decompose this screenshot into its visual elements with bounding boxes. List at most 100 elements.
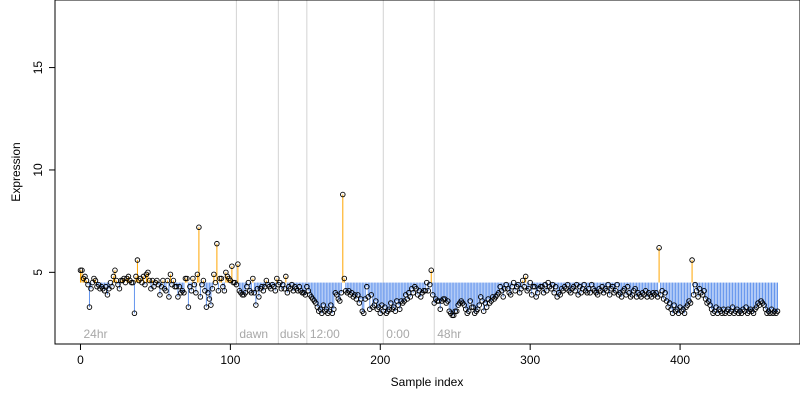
- data-point-235: [429, 292, 436, 298]
- data-point-5: [85, 281, 91, 288]
- data-point-77: [193, 290, 199, 296]
- data-point-115: [250, 275, 256, 282]
- data-point-21: [109, 283, 115, 290]
- data-point-259: [465, 308, 472, 314]
- data-point-114: [248, 290, 255, 296]
- data-point-233: [426, 281, 433, 288]
- data-point-351: [603, 288, 610, 294]
- data-point-59: [166, 294, 172, 300]
- data-point-299: [525, 285, 532, 292]
- data-point-444: [743, 304, 749, 310]
- data-point-85: [205, 290, 211, 296]
- region-label-0: 24hr: [83, 327, 107, 341]
- data-point-232: [425, 288, 431, 294]
- data-point-311: [543, 288, 550, 294]
- y-axis: 5 10 15: [31, 61, 56, 276]
- region-label-3: 12:00: [310, 327, 340, 341]
- data-point-289: [510, 279, 517, 286]
- data-point-96: [221, 288, 228, 294]
- data-point-43: [142, 281, 148, 288]
- data-point-116: [251, 290, 258, 296]
- data-point-191: [364, 283, 370, 290]
- data-point-295: [519, 277, 526, 284]
- data-point-6: [86, 304, 93, 310]
- data-point-292: [515, 281, 521, 288]
- region-label-1: dawn: [239, 327, 268, 341]
- data-point-287: [507, 292, 514, 298]
- data-point-69: [181, 290, 187, 296]
- data-point-189: [361, 310, 367, 317]
- x-tick-label-1: 100: [220, 353, 240, 367]
- data-point-393: [666, 300, 673, 306]
- data-point-38: [134, 257, 141, 263]
- data-point-84: [203, 304, 210, 310]
- data-point-137: [283, 273, 289, 280]
- data-point-239: [435, 298, 442, 304]
- data-point-64: [173, 283, 180, 290]
- data-point-206: [386, 306, 393, 312]
- data-point-396: [671, 302, 677, 308]
- data-point-57: [163, 288, 169, 294]
- data-point-230: [422, 288, 429, 294]
- x-tick-label-0: 0: [77, 353, 84, 367]
- data-point-266: [476, 302, 482, 308]
- x-axis: 0 100 200 300 400: [77, 343, 690, 367]
- data-point-119: [256, 294, 262, 300]
- y-axis-title: Expression: [9, 142, 23, 201]
- data-point-357: [612, 288, 619, 294]
- data-point-222: [410, 290, 417, 296]
- data-point-416: [701, 288, 707, 294]
- data-point-203: [382, 304, 388, 310]
- y-tick-label-0: 5: [31, 269, 45, 276]
- data-point-131: [274, 275, 280, 282]
- x-axis-title: Sample index: [391, 375, 464, 389]
- data-point-104: [233, 281, 240, 288]
- data-point-112: [245, 279, 252, 286]
- data-point-386: [656, 245, 662, 251]
- data-point-136: [281, 285, 288, 292]
- data-point-167: [328, 302, 334, 308]
- data-point-105: [235, 261, 241, 267]
- data-point-210: [392, 308, 399, 314]
- y-tick-label-1: 10: [31, 163, 45, 177]
- data-point-23: [112, 267, 118, 274]
- data-point-296: [521, 283, 527, 290]
- data-point-260: [467, 298, 473, 304]
- data-point-130: [272, 288, 279, 294]
- data-point-194: [368, 292, 375, 298]
- data-point-18: [104, 292, 111, 298]
- data-point-174: [338, 290, 345, 296]
- region-label-5: 48hr: [437, 327, 461, 341]
- data-points: [77, 191, 781, 319]
- data-point-82: [200, 277, 207, 284]
- data-point-207: [388, 300, 394, 306]
- data-point-35: [130, 279, 136, 286]
- data-point-300: [527, 279, 533, 286]
- data-point-361: [618, 294, 625, 300]
- data-point-173: [337, 298, 343, 304]
- data-point-330: [572, 288, 578, 294]
- data-point-90: [212, 279, 219, 286]
- data-point-80: [197, 294, 204, 300]
- data-point-45: [145, 269, 151, 276]
- data-point-197: [373, 298, 379, 304]
- region-label-4: 0:00: [386, 327, 410, 341]
- data-point-303: [531, 283, 538, 290]
- data-point-358: [614, 281, 620, 288]
- data-point-78: [194, 271, 201, 278]
- data-point-26: [116, 285, 123, 292]
- data-point-88: [209, 285, 216, 292]
- y-tick-label-2: 15: [31, 61, 45, 75]
- region-label-2: dusk: [280, 327, 306, 341]
- x-tick-label-4: 400: [670, 353, 690, 367]
- data-point-301: [528, 292, 535, 298]
- data-point-262: [470, 304, 476, 310]
- data-point-409: [690, 292, 697, 298]
- data-point-390: [662, 290, 668, 296]
- data-point-365: [624, 283, 631, 290]
- data-point-407: [687, 300, 694, 306]
- data-point-36: [131, 310, 138, 317]
- data-point-10: [92, 277, 99, 284]
